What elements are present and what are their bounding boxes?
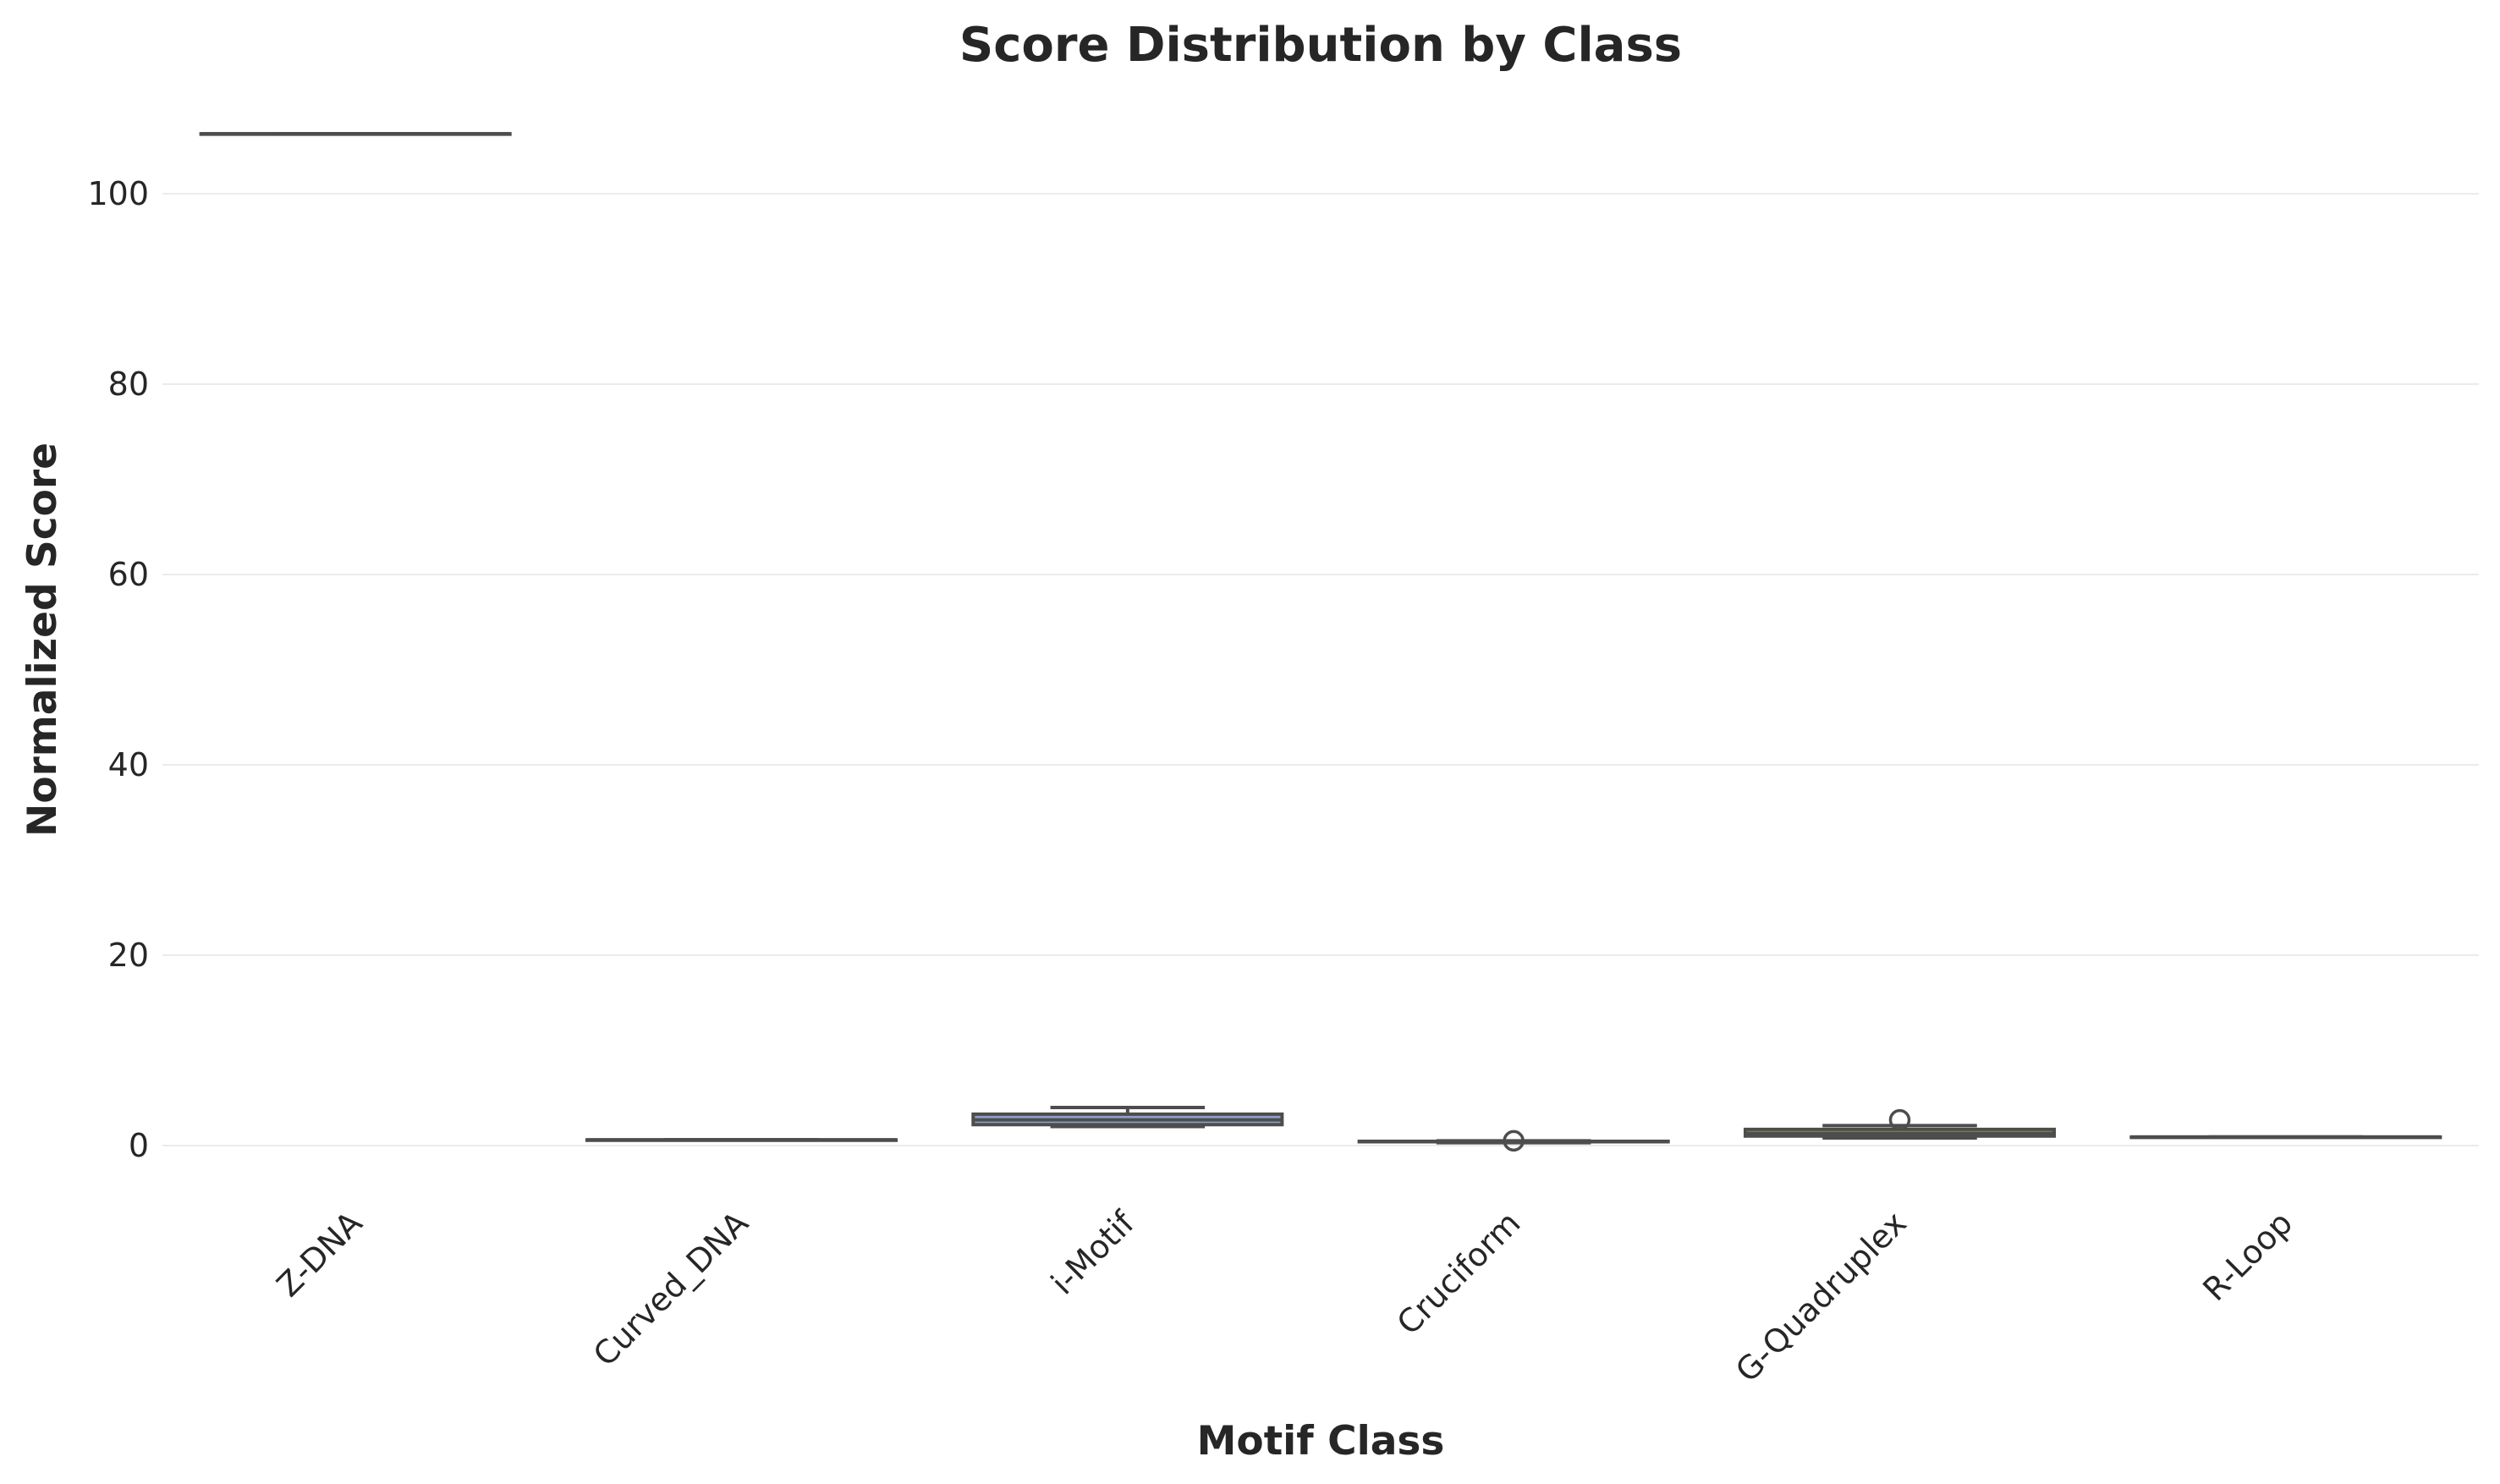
- x-axis-ticks: Z-DNA Curved_DNA i-Motif Cruciform G-Quadrup…: [270, 1203, 2300, 1389]
- x-tick-label-Cruciform: Cruciform: [1390, 1204, 1528, 1342]
- y-tick-label-100: 100: [87, 175, 149, 212]
- x-axis-title: Motif Class: [1197, 1418, 1445, 1465]
- box-series: [199, 132, 2442, 1152]
- x-tick-label-R-Loop: R-Loop: [2195, 1204, 2299, 1308]
- x-tick-label-Z-DNA: Z-DNA: [270, 1204, 370, 1304]
- y-tick-label-60: 60: [108, 556, 149, 593]
- box-G-Quadruplex: [1743, 1108, 2057, 1140]
- y-tick-label-0: 0: [129, 1127, 149, 1164]
- box-R-Loop: [2129, 1135, 2442, 1140]
- y-axis-title: Normalized Score: [19, 442, 66, 837]
- outlier-point-0: [1888, 1108, 1911, 1131]
- y-tick-label-20: 20: [108, 937, 149, 974]
- chart-title: Score Distribution by Class: [959, 18, 1682, 73]
- grid-lines: [162, 193, 2479, 1146]
- x-tick-label-Curved_DNA: Curved_DNA: [586, 1204, 755, 1373]
- outlier-point-0: [1503, 1129, 1525, 1152]
- box-Cruciform: [1357, 1129, 1670, 1152]
- x-tick-label-i-Motif: i-Motif: [1044, 1203, 1143, 1302]
- y-tick-label-80: 80: [108, 366, 149, 403]
- y-axis-ticks: 0 20 40 60 80 100: [87, 175, 149, 1164]
- box-i-Motif: [971, 1106, 1284, 1129]
- y-tick-label-40: 40: [108, 746, 149, 783]
- box-Z-DNA: [199, 132, 512, 136]
- x-tick-label-G-Quadruplex: G-Quadruplex: [1728, 1204, 1914, 1389]
